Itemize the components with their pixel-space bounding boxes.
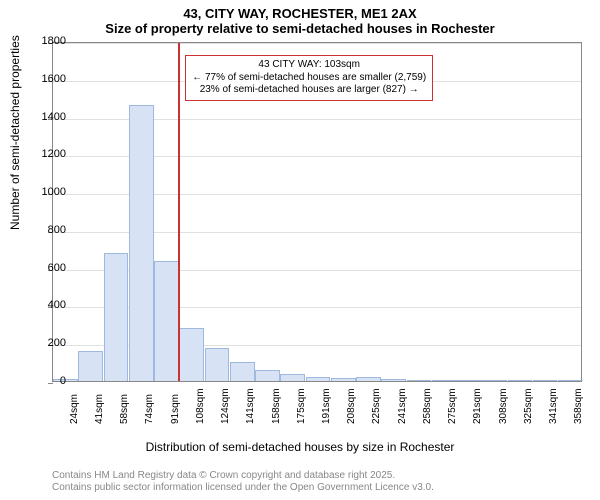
histogram-bar [78,351,103,381]
x-tick-label: 158sqm [271,388,282,424]
y-tick-label: 600 [48,262,66,274]
x-tick-label: 291sqm [472,388,483,424]
y-tick-label: 1000 [42,186,66,198]
footer-attribution: Contains HM Land Registry data © Crown c… [52,470,434,494]
x-tick-label: 74sqm [144,394,155,424]
y-tick-label: 0 [60,375,66,387]
plot-area: 43 CITY WAY: 103sqm← 77% of semi-detache… [52,42,582,382]
histogram-bar [558,380,583,381]
x-axis-title: Distribution of semi-detached houses by … [0,440,600,454]
x-tick-label: 225sqm [371,388,382,424]
histogram-bar [331,378,356,381]
x-tick-label: 41sqm [94,394,105,424]
histogram-bar [154,261,179,381]
y-axis-title: Number of semi-detached properties [8,35,22,230]
y-tick-label: 200 [48,337,66,349]
annotation-line: 23% of semi-detached houses are larger (… [192,84,426,97]
x-tick-label: 58sqm [119,394,130,424]
footer-line1: Contains HM Land Registry data © Crown c… [52,470,434,482]
histogram-bar [457,380,482,381]
histogram-bar [306,377,331,381]
histogram-bar [129,105,154,381]
histogram-bar [356,377,381,381]
x-tick-label: 208sqm [346,388,357,424]
y-tick-label: 400 [48,299,66,311]
x-tick-label: 241sqm [397,388,408,424]
x-tick-label: 175sqm [296,388,307,424]
histogram-bar [205,348,230,381]
histogram-bar [381,379,406,381]
y-tick-label: 1600 [42,73,66,85]
gridline [53,43,581,44]
histogram-bar [255,370,280,381]
x-tick-label: 24sqm [69,394,80,424]
x-tick-label: 358sqm [573,388,584,424]
histogram-bar [482,380,507,381]
reference-line [178,43,180,381]
y-tick-label: 1800 [42,35,66,47]
x-tick-label: 341sqm [548,388,559,424]
x-tick-label: 191sqm [321,388,332,424]
x-tick-label: 141sqm [245,388,256,424]
histogram-bar [280,374,305,381]
chart-container: 43 CITY WAY: 103sqm← 77% of semi-detache… [52,42,582,420]
annotation-box: 43 CITY WAY: 103sqm← 77% of semi-detache… [185,55,433,101]
x-tick-label: 308sqm [498,388,509,424]
histogram-bar [230,362,255,381]
x-tick-label: 91sqm [170,394,181,424]
footer-line2: Contains public sector information licen… [52,482,434,494]
x-tick-label: 108sqm [195,388,206,424]
page-title-line2: Size of property relative to semi-detach… [0,21,600,36]
histogram-bar [104,253,129,381]
histogram-bar [508,380,533,381]
histogram-bar [432,380,457,381]
x-tick-label: 325sqm [523,388,534,424]
y-tick-mark [48,383,53,384]
page-title-line1: 43, CITY WAY, ROCHESTER, ME1 2AX [0,6,600,21]
y-tick-label: 1400 [42,111,66,123]
x-tick-label: 258sqm [422,388,433,424]
x-tick-label: 124sqm [220,388,231,424]
histogram-bar [407,380,432,381]
annotation-line: 43 CITY WAY: 103sqm [192,59,426,72]
y-tick-label: 800 [48,224,66,236]
histogram-bar [179,328,204,381]
y-tick-label: 1200 [42,148,66,160]
annotation-line: ← 77% of semi-detached houses are smalle… [192,72,426,85]
histogram-bar [533,380,558,381]
x-tick-label: 275sqm [447,388,458,424]
